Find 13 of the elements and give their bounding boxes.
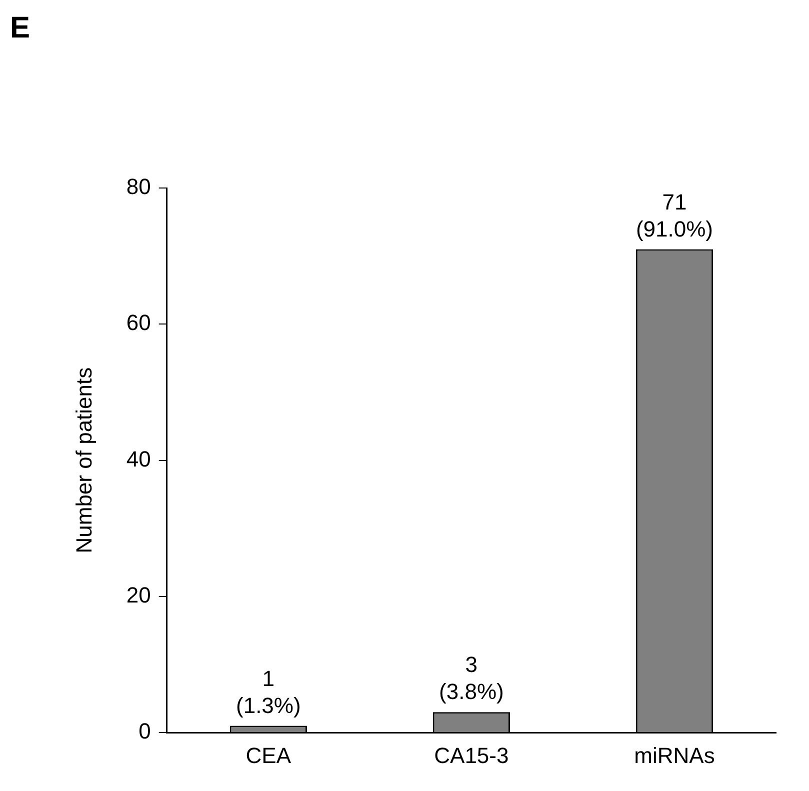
x-tick-label: CA15-3 [434,742,509,768]
y-tick-label: 80 [126,174,151,200]
data-label: 71 (91.0%) [636,189,713,242]
x-tick-label: miRNAs [634,742,715,768]
y-tick-label: 0 [138,718,151,744]
y-tick-label: 40 [126,446,151,472]
data-label: 1 (1.3%) [236,666,301,718]
x-tick-label: CEA [246,742,292,768]
y-axis-title: Number of patients [71,367,96,554]
y-tick-label: 20 [126,582,151,608]
chart-title: E [10,11,30,44]
data-label: 3 (3.8%) [439,652,504,704]
y-tick-label: 60 [126,310,151,336]
